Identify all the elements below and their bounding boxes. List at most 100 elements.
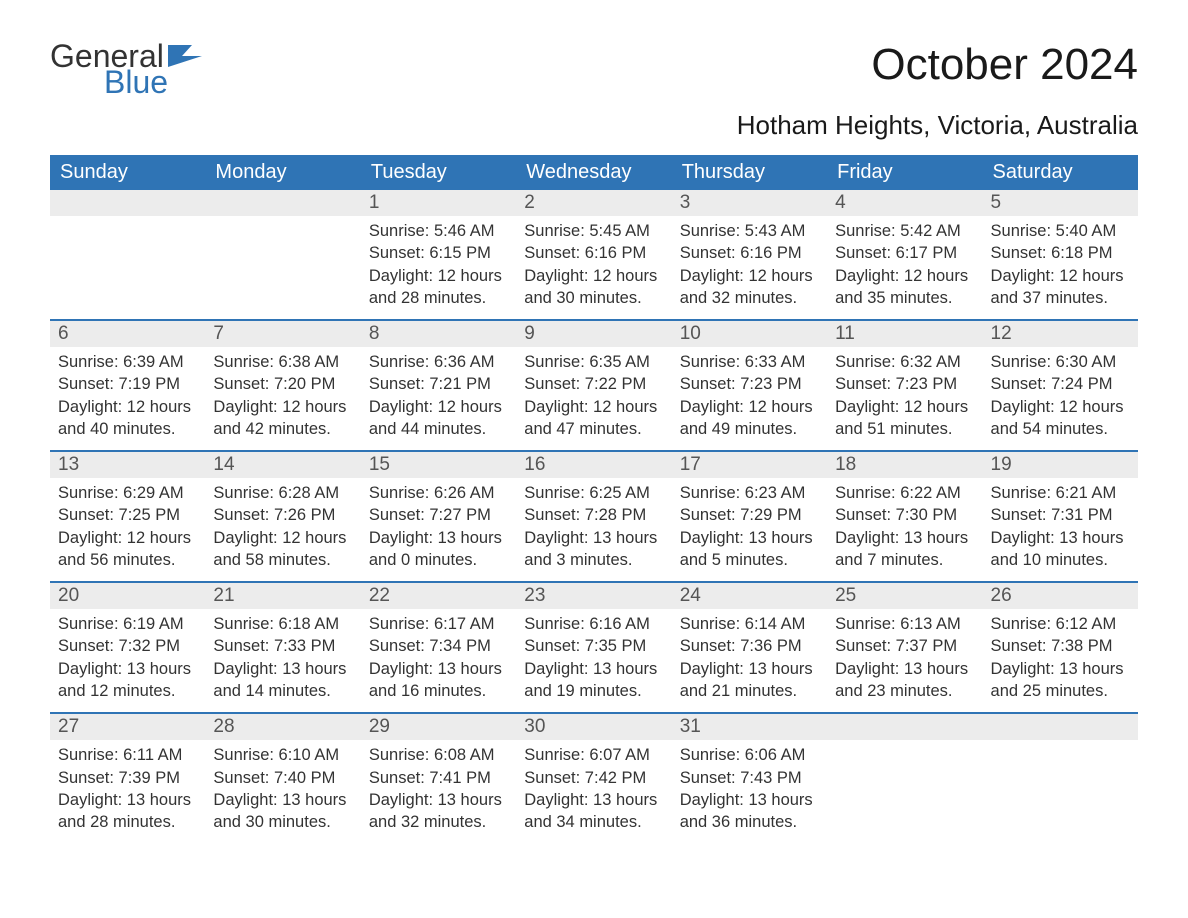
daylight-line: Daylight: 13 hours and 32 minutes.	[369, 789, 508, 834]
day-number: 15	[361, 452, 516, 478]
daylight-line: Daylight: 12 hours and 47 minutes.	[524, 396, 663, 441]
daylight-line: Daylight: 13 hours and 3 minutes.	[524, 527, 663, 572]
weekday-header: Wednesday	[516, 155, 671, 190]
day-number: 27	[50, 714, 205, 740]
week-row: 13Sunrise: 6:29 AMSunset: 7:25 PMDayligh…	[50, 450, 1138, 581]
weekday-header: Sunday	[50, 155, 205, 190]
day-body: Sunrise: 6:07 AMSunset: 7:42 PMDaylight:…	[516, 740, 671, 843]
sunrise-line: Sunrise: 6:36 AM	[369, 351, 508, 373]
sunrise-line: Sunrise: 5:42 AM	[835, 220, 974, 242]
weekday-header: Friday	[827, 155, 982, 190]
day-number: 17	[672, 452, 827, 478]
day-number: 24	[672, 583, 827, 609]
daylight-line: Daylight: 13 hours and 28 minutes.	[58, 789, 197, 834]
day-cell: 8Sunrise: 6:36 AMSunset: 7:21 PMDaylight…	[361, 321, 516, 450]
day-number: 10	[672, 321, 827, 347]
daylight-line: Daylight: 13 hours and 25 minutes.	[991, 658, 1130, 703]
day-body: Sunrise: 6:26 AMSunset: 7:27 PMDaylight:…	[361, 478, 516, 581]
day-number: 9	[516, 321, 671, 347]
day-number: 1	[361, 190, 516, 216]
sunset-line: Sunset: 7:42 PM	[524, 767, 663, 789]
sunset-line: Sunset: 7:41 PM	[369, 767, 508, 789]
day-cell	[50, 190, 205, 319]
sunrise-line: Sunrise: 6:06 AM	[680, 744, 819, 766]
sunset-line: Sunset: 7:22 PM	[524, 373, 663, 395]
daylight-line: Daylight: 12 hours and 28 minutes.	[369, 265, 508, 310]
sunrise-line: Sunrise: 6:08 AM	[369, 744, 508, 766]
day-cell: 4Sunrise: 5:42 AMSunset: 6:17 PMDaylight…	[827, 190, 982, 319]
day-body: Sunrise: 6:36 AMSunset: 7:21 PMDaylight:…	[361, 347, 516, 450]
sunset-line: Sunset: 6:18 PM	[991, 242, 1130, 264]
daylight-line: Daylight: 12 hours and 49 minutes.	[680, 396, 819, 441]
daylight-line: Daylight: 12 hours and 40 minutes.	[58, 396, 197, 441]
daylight-line: Daylight: 13 hours and 0 minutes.	[369, 527, 508, 572]
day-body: Sunrise: 6:12 AMSunset: 7:38 PMDaylight:…	[983, 609, 1138, 712]
day-number: 23	[516, 583, 671, 609]
sunset-line: Sunset: 7:36 PM	[680, 635, 819, 657]
day-body: Sunrise: 6:22 AMSunset: 7:30 PMDaylight:…	[827, 478, 982, 581]
day-number: 31	[672, 714, 827, 740]
month-title: October 2024	[871, 40, 1138, 90]
day-cell: 10Sunrise: 6:33 AMSunset: 7:23 PMDayligh…	[672, 321, 827, 450]
sunset-line: Sunset: 7:37 PM	[835, 635, 974, 657]
daylight-line: Daylight: 13 hours and 36 minutes.	[680, 789, 819, 834]
sunrise-line: Sunrise: 6:29 AM	[58, 482, 197, 504]
day-cell: 25Sunrise: 6:13 AMSunset: 7:37 PMDayligh…	[827, 583, 982, 712]
sunset-line: Sunset: 7:21 PM	[369, 373, 508, 395]
day-cell: 26Sunrise: 6:12 AMSunset: 7:38 PMDayligh…	[983, 583, 1138, 712]
day-cell: 7 Sunrise: 6:38 AMSunset: 7:20 PMDaylight…	[205, 321, 360, 450]
sunset-line: Sunset: 7:29 PM	[680, 504, 819, 526]
day-number: 18	[827, 452, 982, 478]
day-number	[983, 714, 1138, 740]
day-number: 28	[205, 714, 360, 740]
day-number: 6	[50, 321, 205, 347]
daylight-line: Daylight: 13 hours and 5 minutes.	[680, 527, 819, 572]
day-body: Sunrise: 6:06 AMSunset: 7:43 PMDaylight:…	[672, 740, 827, 843]
sunrise-line: Sunrise: 6:39 AM	[58, 351, 197, 373]
day-body: Sunrise: 6:21 AMSunset: 7:31 PMDaylight:…	[983, 478, 1138, 581]
sunset-line: Sunset: 7:40 PM	[213, 767, 352, 789]
daylight-line: Daylight: 13 hours and 19 minutes.	[524, 658, 663, 703]
day-body: Sunrise: 5:43 AMSunset: 6:16 PMDaylight:…	[672, 216, 827, 319]
sunset-line: Sunset: 7:30 PM	[835, 504, 974, 526]
daylight-line: Daylight: 12 hours and 44 minutes.	[369, 396, 508, 441]
day-cell	[205, 190, 360, 319]
daylight-line: Daylight: 12 hours and 42 minutes.	[213, 396, 352, 441]
sunset-line: Sunset: 7:35 PM	[524, 635, 663, 657]
sunset-line: Sunset: 6:16 PM	[680, 242, 819, 264]
sunrise-line: Sunrise: 6:10 AM	[213, 744, 352, 766]
sunrise-line: Sunrise: 6:17 AM	[369, 613, 508, 635]
sunset-line: Sunset: 7:31 PM	[991, 504, 1130, 526]
day-body: Sunrise: 6:10 AMSunset: 7:40 PMDaylight:…	[205, 740, 360, 843]
weekday-header: Thursday	[672, 155, 827, 190]
day-number: 7	[205, 321, 360, 347]
sunset-line: Sunset: 7:20 PM	[213, 373, 352, 395]
day-body: Sunrise: 5:45 AMSunset: 6:16 PMDaylight:…	[516, 216, 671, 319]
day-cell: 31Sunrise: 6:06 AMSunset: 7:43 PMDayligh…	[672, 714, 827, 843]
day-number: 25	[827, 583, 982, 609]
day-body: Sunrise: 5:42 AMSunset: 6:17 PMDaylight:…	[827, 216, 982, 319]
day-cell: 23Sunrise: 6:16 AMSunset: 7:35 PMDayligh…	[516, 583, 671, 712]
sunrise-line: Sunrise: 6:22 AM	[835, 482, 974, 504]
sunset-line: Sunset: 6:15 PM	[369, 242, 508, 264]
day-body: Sunrise: 5:40 AMSunset: 6:18 PMDaylight:…	[983, 216, 1138, 319]
sunrise-line: Sunrise: 6:28 AM	[213, 482, 352, 504]
sunrise-line: Sunrise: 6:14 AM	[680, 613, 819, 635]
sunset-line: Sunset: 7:33 PM	[213, 635, 352, 657]
day-body: Sunrise: 6:25 AMSunset: 7:28 PMDaylight:…	[516, 478, 671, 581]
day-number	[827, 714, 982, 740]
day-body: Sunrise: 6:13 AMSunset: 7:37 PMDaylight:…	[827, 609, 982, 712]
sunrise-line: Sunrise: 6:12 AM	[991, 613, 1130, 635]
day-cell: 9Sunrise: 6:35 AMSunset: 7:22 PMDaylight…	[516, 321, 671, 450]
day-cell: 30Sunrise: 6:07 AMSunset: 7:42 PMDayligh…	[516, 714, 671, 843]
day-number: 30	[516, 714, 671, 740]
sunset-line: Sunset: 7:27 PM	[369, 504, 508, 526]
day-number	[205, 190, 360, 216]
sunrise-line: Sunrise: 6:33 AM	[680, 351, 819, 373]
sunrise-line: Sunrise: 6:26 AM	[369, 482, 508, 504]
sunrise-line: Sunrise: 6:30 AM	[991, 351, 1130, 373]
brand-logo: General Blue	[50, 40, 202, 98]
sunrise-line: Sunrise: 6:38 AM	[213, 351, 352, 373]
sunrise-line: Sunrise: 6:18 AM	[213, 613, 352, 635]
day-number: 14	[205, 452, 360, 478]
